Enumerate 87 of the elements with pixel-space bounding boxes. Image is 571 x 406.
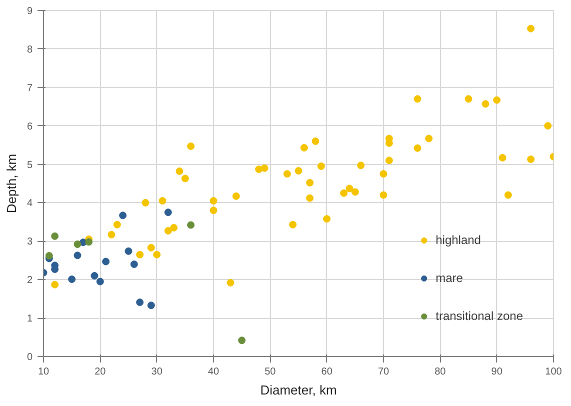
- point: [300, 144, 308, 152]
- point: [51, 280, 59, 288]
- point: [119, 212, 127, 220]
- point: [260, 164, 268, 172]
- point: [232, 192, 240, 200]
- point: [306, 178, 314, 186]
- point: [340, 189, 348, 197]
- point: [294, 167, 302, 175]
- y-tick-label: 7: [26, 82, 33, 94]
- point: [357, 162, 365, 170]
- point: [527, 24, 535, 32]
- point: [164, 208, 172, 216]
- y-tick-label: 4: [26, 198, 33, 210]
- point: [464, 95, 472, 103]
- point: [136, 298, 144, 306]
- point: [85, 238, 93, 246]
- y-tick-label: 5: [26, 160, 33, 171]
- point: [317, 162, 325, 170]
- point: [380, 191, 388, 199]
- point: [176, 167, 184, 175]
- y-tick-label: 0: [26, 352, 33, 363]
- y-axis-title: Depth, km: [4, 154, 19, 214]
- x-axis-title: Diameter, km: [260, 382, 337, 398]
- legend-label: highland: [436, 233, 481, 247]
- x-tick-label: 50: [264, 366, 276, 378]
- point: [527, 156, 535, 164]
- point: [414, 95, 422, 103]
- x-tick-label: 90: [491, 366, 503, 378]
- x-tick-label: 10: [38, 366, 50, 378]
- point: [158, 197, 166, 205]
- point: [544, 122, 552, 130]
- point: [346, 184, 354, 192]
- point: [90, 272, 98, 280]
- point: [312, 137, 320, 145]
- point: [108, 230, 116, 238]
- point: [142, 198, 150, 206]
- point: [210, 197, 218, 205]
- point: [147, 302, 155, 310]
- point: [226, 278, 234, 286]
- point: [187, 221, 195, 229]
- point: [306, 194, 314, 202]
- y-tick-label: 1: [26, 314, 33, 325]
- point: [323, 215, 331, 223]
- point: [45, 252, 53, 260]
- legend-label: mare: [436, 271, 463, 285]
- point: [210, 206, 218, 214]
- point: [425, 134, 433, 142]
- y-tick-label: 3: [26, 236, 33, 248]
- point: [380, 170, 388, 178]
- x-tick-label: 60: [321, 366, 333, 378]
- legend-label: transitional zone: [436, 309, 523, 323]
- x-tick-label: 100: [545, 366, 562, 378]
- point: [68, 275, 76, 283]
- point: [238, 336, 246, 344]
- point: [124, 247, 132, 255]
- y-tick-label: 2: [26, 275, 33, 286]
- point: [181, 174, 189, 182]
- x-tick-label: 40: [208, 366, 220, 378]
- point: [96, 278, 104, 286]
- point: [170, 224, 178, 232]
- point: [147, 244, 155, 252]
- point: [414, 144, 422, 152]
- x-tick-label: 20: [94, 366, 106, 378]
- point: [482, 100, 490, 108]
- y-tick-label: 8: [26, 44, 33, 56]
- point: [504, 191, 512, 199]
- point: [164, 227, 172, 235]
- y-tick-label: 9: [26, 6, 33, 17]
- point: [187, 142, 195, 150]
- point: [136, 250, 144, 258]
- point: [74, 252, 82, 260]
- point: [289, 220, 297, 228]
- point: [153, 250, 161, 258]
- x-tick-label: 80: [434, 366, 446, 378]
- point: [351, 188, 359, 196]
- x-tick-label: 30: [151, 366, 163, 378]
- y-tick-label: 6: [26, 121, 33, 132]
- point: [130, 260, 138, 268]
- point: [283, 170, 291, 178]
- point: [498, 154, 506, 162]
- point: [74, 240, 82, 248]
- point: [385, 156, 393, 164]
- point: [493, 96, 501, 104]
- point: [102, 258, 110, 266]
- point: [51, 232, 59, 240]
- point: [113, 220, 121, 228]
- x-tick-label: 70: [378, 366, 390, 378]
